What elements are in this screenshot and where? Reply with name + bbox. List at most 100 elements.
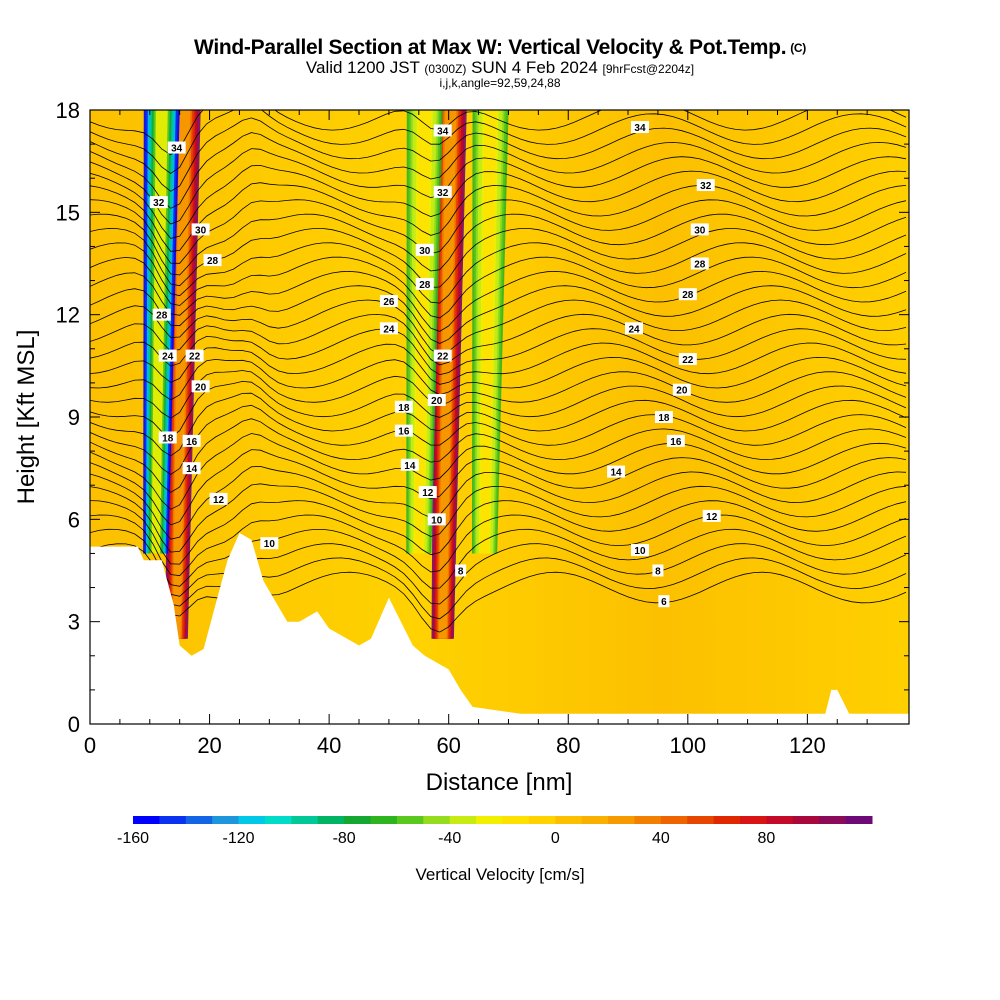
valid-utc: (0300Z) xyxy=(424,62,467,76)
theta-label: 16 xyxy=(186,437,198,448)
theta-contour-line xyxy=(90,285,907,344)
x-axis: 0 20 40 60 80 100 120 xyxy=(84,110,868,758)
theta-contour-line xyxy=(90,514,907,577)
title-block: Wind-Parallel Section at Max W: Vertical… xyxy=(0,36,1000,89)
y-tick-label: 3 xyxy=(68,610,80,635)
theta-label: 14 xyxy=(611,468,623,479)
theta-contour-line xyxy=(90,110,907,174)
theta-label: 10 xyxy=(264,539,276,550)
theta-contour-line xyxy=(90,256,907,319)
forecast-info: [9hrFcst@2204z] xyxy=(602,62,695,76)
theta-label-bg xyxy=(394,400,413,413)
theta-label: 20 xyxy=(431,396,443,407)
theta-label-bg xyxy=(185,349,204,362)
x-tick-label: 80 xyxy=(556,733,580,758)
theta-label-bg xyxy=(433,185,452,198)
theta-contour-line xyxy=(90,299,907,356)
x-tick-label: 40 xyxy=(317,733,341,758)
chart-title: Wind-Parallel Section at Max W: Vertical… xyxy=(0,36,1000,60)
theta-label-bg xyxy=(630,121,649,134)
colorbar-tick-label: 40 xyxy=(652,830,670,847)
velocity-band xyxy=(438,110,457,639)
theta-label: 24 xyxy=(628,324,640,335)
theta-contour-line xyxy=(90,483,907,553)
y-axis: 0 3 6 9 12 15 18 xyxy=(56,98,909,737)
theta-label-bg xyxy=(666,434,685,447)
chart-title-text: Wind-Parallel Section at Max W: Vertical… xyxy=(194,36,787,59)
colorbar-tick-label: 80 xyxy=(758,830,776,847)
x-axis-label: Distance [nm] xyxy=(426,769,573,796)
theta-label: 18 xyxy=(398,403,410,414)
theta-label-bg xyxy=(672,383,691,396)
theta-contour-labels: 34 32 30 28 28 24 22 20 18 16 14 12 10 34 32 30 28 26 24 22… xyxy=(149,121,721,608)
colorbar-swatch xyxy=(581,816,609,824)
theta-label: 8 xyxy=(458,567,464,578)
colorbar-swatch xyxy=(370,816,398,824)
theta-contour-line xyxy=(90,110,907,156)
colorbar-swatch xyxy=(819,816,847,824)
theta-contour-line xyxy=(90,356,907,401)
theta-label: 28 xyxy=(682,290,694,301)
theta-contour-line xyxy=(90,380,907,438)
theta-contour-line xyxy=(90,228,907,288)
theta-label-bg xyxy=(415,243,434,256)
theta-label-bg xyxy=(652,564,664,577)
colorbar-swatch xyxy=(660,816,688,824)
theta-label-bg xyxy=(690,257,709,270)
x-tick-label: 60 xyxy=(436,733,460,758)
theta-label-bg xyxy=(433,349,452,362)
theta-label: 6 xyxy=(661,597,667,608)
colorbar-tick-label: -120 xyxy=(223,830,255,847)
theta-label-bg xyxy=(260,537,279,550)
colorbar-swatch xyxy=(291,816,319,824)
theta-label: 30 xyxy=(419,246,431,257)
y-tick-label: 18 xyxy=(56,98,80,123)
y-tick-label: 9 xyxy=(68,405,80,430)
theta-label: 8 xyxy=(655,567,661,578)
theta-label: 16 xyxy=(670,437,682,448)
colorbar-swatch xyxy=(264,816,292,824)
theta-label: 34 xyxy=(171,144,183,155)
colorbar-swatch xyxy=(792,816,820,824)
colorbar xyxy=(133,816,873,824)
theta-label: 10 xyxy=(634,546,646,557)
theta-label-bg xyxy=(379,322,398,335)
x-tick-label: 0 xyxy=(84,733,96,758)
theta-label-bg xyxy=(696,179,715,192)
theta-label: 30 xyxy=(195,225,207,236)
theta-contour-line xyxy=(90,213,907,276)
theta-label-bg xyxy=(427,513,446,526)
theta-label: 32 xyxy=(437,188,449,199)
y-tick-label: 0 xyxy=(68,712,80,737)
velocity-band xyxy=(414,110,431,554)
theta-label-bg xyxy=(690,223,709,236)
theta-label-bg xyxy=(455,564,467,577)
theta-label: 26 xyxy=(383,297,395,308)
theta-contour-line xyxy=(90,465,907,540)
theta-label-bg xyxy=(158,431,177,444)
theta-contour-line xyxy=(90,117,907,192)
theta-label-bg xyxy=(658,595,670,608)
theta-label-bg xyxy=(630,544,649,557)
theta-label-bg xyxy=(427,393,446,406)
valid-prefix: Valid 1200 JST xyxy=(305,58,420,77)
section-indices: i,j,k,angle=92,59,24,88 xyxy=(439,76,561,90)
theta-label: 28 xyxy=(207,256,219,267)
colorbar-swatch xyxy=(133,816,160,824)
theta-label-bg xyxy=(191,223,210,236)
theta-label-bg xyxy=(182,462,201,475)
theta-contour-line xyxy=(90,164,907,239)
theta-label: 22 xyxy=(437,352,449,363)
theta-label-bg xyxy=(607,465,626,478)
theta-contour-line xyxy=(90,404,907,475)
theta-label-bg xyxy=(379,295,398,308)
colorbar-tick-label: -80 xyxy=(333,830,356,847)
theta-label-bg xyxy=(654,411,673,423)
theta-label: 32 xyxy=(700,181,712,192)
theta-contour-line xyxy=(90,270,907,332)
theta-label-bg xyxy=(678,288,697,301)
colorbar-swatch xyxy=(423,816,451,824)
x-tick-label: 100 xyxy=(669,733,706,758)
colorbar-swatch xyxy=(396,816,424,824)
plot-area xyxy=(90,110,909,724)
